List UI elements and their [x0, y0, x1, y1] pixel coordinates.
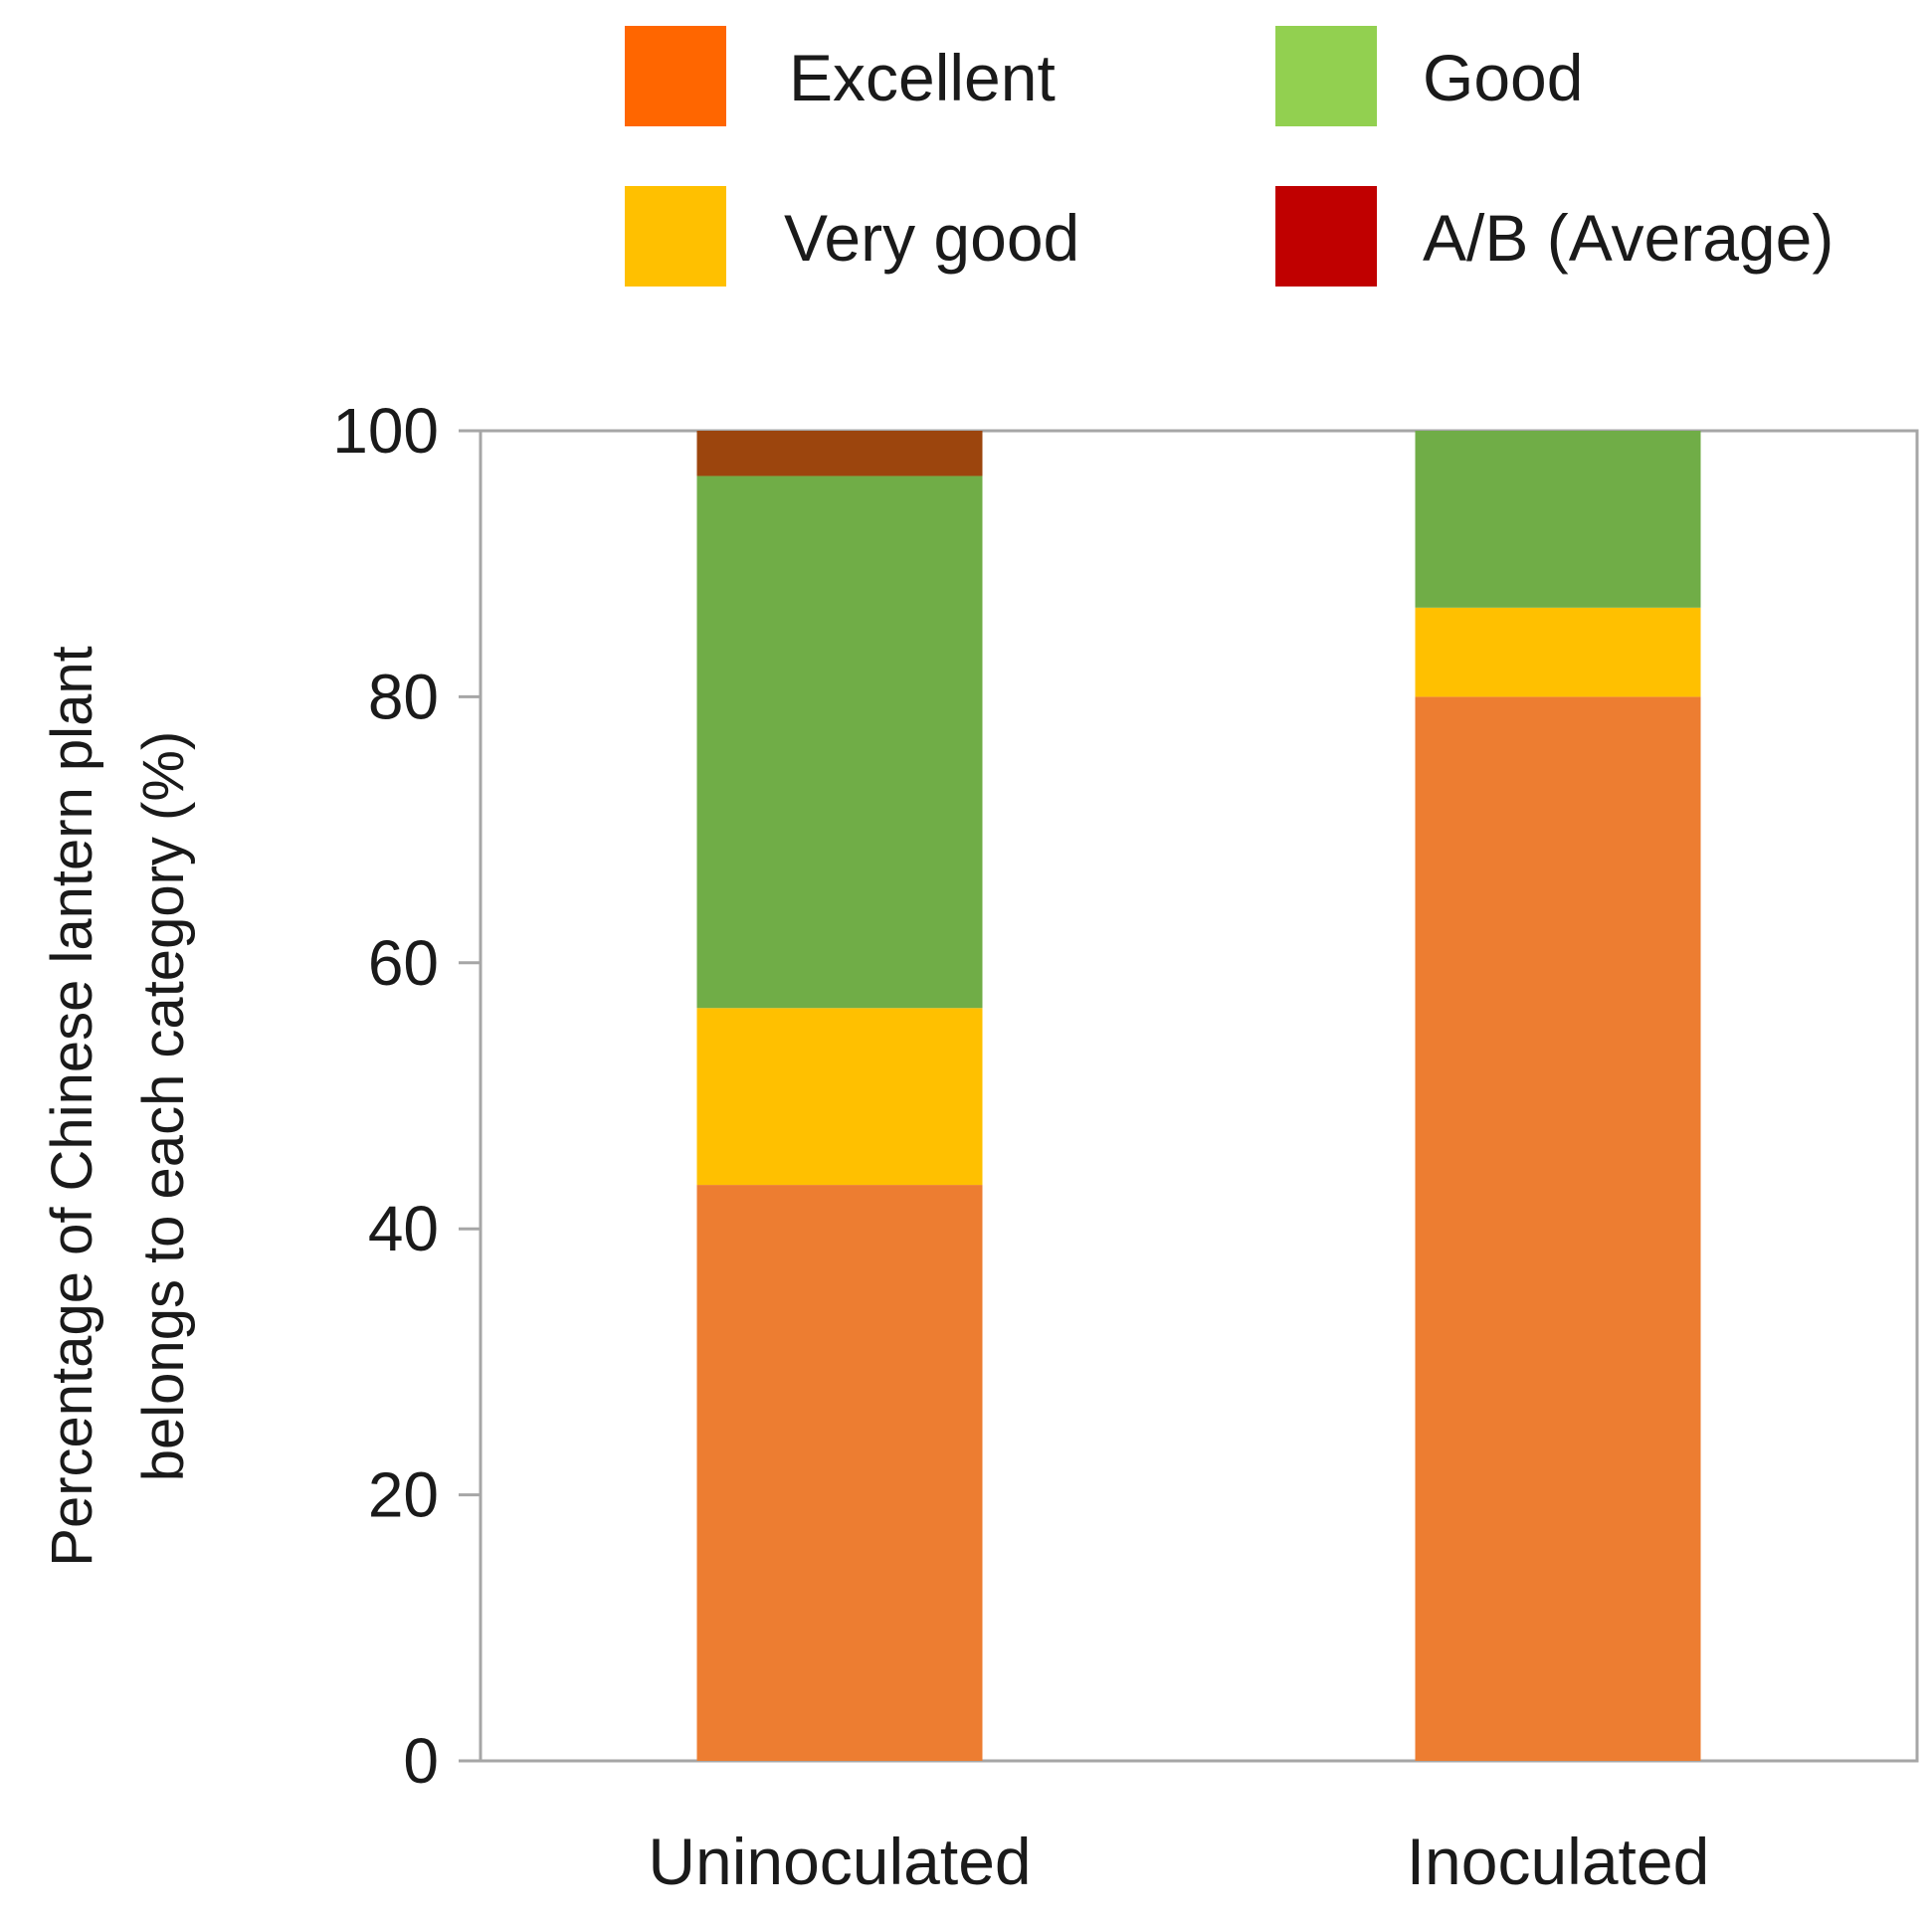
- y-axis-title: Percentage of Chinese lantern plant belon…: [40, 646, 196, 1566]
- x-category-label-uninoculated: Uninoculated: [648, 1825, 1031, 1898]
- x-category-label-inoculated: Inoculated: [1407, 1825, 1710, 1898]
- y-axis-title-line-1: Percentage of Chinese lantern plant: [40, 646, 104, 1566]
- legend-label-excellent: Excellent: [789, 41, 1056, 114]
- bar-uninoculated-excellent: [696, 1185, 983, 1761]
- plot-area-frame: [479, 429, 1919, 1763]
- bar-inoculated-very-good: [1415, 607, 1701, 697]
- bars: [696, 431, 1701, 1761]
- y-tick-label: 0: [403, 1725, 439, 1797]
- y-tick-label: 20: [368, 1459, 439, 1531]
- legend-label-good: Good: [1423, 41, 1583, 114]
- y-axis: 0 20 40 60 80 100: [332, 395, 481, 1797]
- bar-inoculated-excellent: [1415, 696, 1701, 1761]
- legend: Excellent Very good Good A/B (Average): [625, 26, 1834, 287]
- legend-swatch-good: [1275, 26, 1377, 126]
- x-axis: Uninoculated Inoculated: [648, 1825, 1709, 1898]
- y-tick-label: 40: [368, 1193, 439, 1264]
- y-axis-title-line-2: belongs to each category (%): [131, 731, 196, 1481]
- legend-swatch-very-good: [625, 186, 726, 287]
- legend-label-very-good: Very good: [784, 201, 1079, 275]
- y-tick-label: 80: [368, 661, 439, 732]
- legend-swatch-excellent: [625, 26, 726, 126]
- bar-uninoculated-a-b-average: [696, 431, 983, 477]
- legend-swatch-a-b-average: [1275, 186, 1377, 287]
- y-tick-label: 100: [332, 395, 439, 467]
- bar-inoculated-good: [1415, 431, 1701, 608]
- y-tick-label: 60: [368, 927, 439, 999]
- bar-uninoculated-very-good: [696, 1008, 983, 1186]
- legend-label-a-b-average: A/B (Average): [1423, 201, 1834, 275]
- bar-uninoculated-good: [696, 476, 983, 1009]
